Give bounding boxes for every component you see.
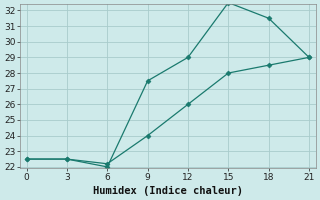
X-axis label: Humidex (Indice chaleur): Humidex (Indice chaleur): [93, 186, 243, 196]
